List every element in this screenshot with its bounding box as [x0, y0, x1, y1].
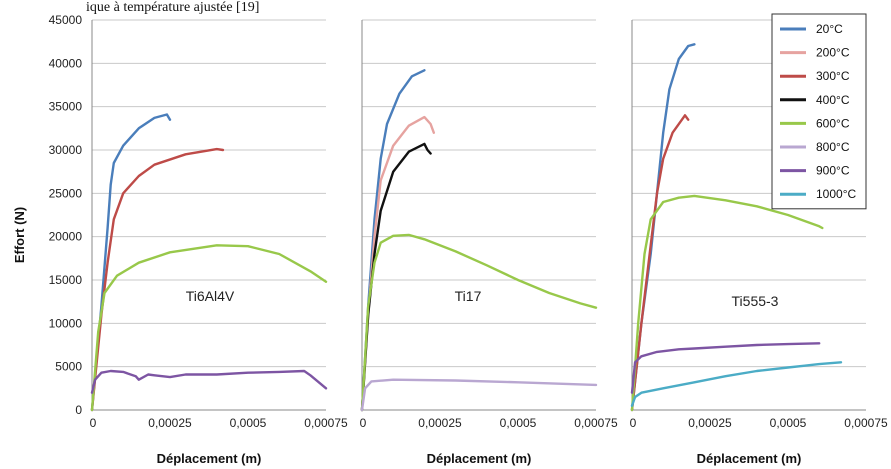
y-tick-label: 15000 [49, 273, 83, 287]
y-tick-label: 20000 [49, 230, 83, 244]
header-fragment: ique à température ajustée [19] [86, 0, 259, 15]
x-tick-label: 0 [630, 416, 637, 430]
legend-label: 200°C [816, 46, 850, 60]
panel-label: Ti6Al4V [186, 288, 235, 304]
series-line [90, 369, 328, 394]
panel-0: 0 5000 10000 15000 20000 25000 30000 35000 40000… [49, 13, 348, 466]
series-line [90, 244, 328, 412]
legend-label: 800°C [816, 140, 850, 154]
series-line [360, 233, 598, 412]
legend-label: 20°C [816, 22, 843, 36]
x-tick-label: 0,00075 [304, 416, 348, 430]
legend-label: 900°C [816, 164, 850, 178]
legend-label: 600°C [816, 116, 850, 130]
panel-label: Ti17 [455, 288, 482, 304]
x-tick-label: 0 [90, 416, 97, 430]
series-line [630, 361, 843, 407]
y-tick-label: 35000 [49, 100, 83, 114]
series-line [630, 194, 824, 412]
legend: 20°C 200°C 300°C 400°C 600°C 800°C 900°C 1000°C [771, 13, 867, 210]
y-tick-label: 40000 [49, 56, 83, 70]
y-tick-label: 0 [75, 403, 82, 417]
legend-label: 400°C [816, 93, 850, 107]
x-axis-label: Déplacement (m) [427, 451, 532, 466]
chart-panels: 0 5000 10000 15000 20000 25000 30000 35000 40000… [49, 13, 888, 466]
x-axis-label: Déplacement (m) [697, 451, 802, 466]
x-tick-label: 0,0005 [230, 416, 267, 430]
series-line [630, 342, 821, 394]
panel-1: 0 0,00025 0,0005 0,00075 Déplacement (m) Ti17 [360, 19, 618, 466]
legend-box [771, 13, 867, 210]
x-tick-label: 0,00025 [148, 416, 192, 430]
legend-label: 1000°C [816, 187, 856, 201]
panel-label: Ti555-3 [732, 293, 779, 309]
y-tick-label: 5000 [55, 360, 82, 374]
x-tick-label: 0,0005 [770, 416, 807, 430]
y-tick-label: 45000 [49, 13, 83, 27]
series-line [90, 147, 225, 412]
legend-label: 300°C [816, 69, 850, 83]
series-line [360, 378, 598, 412]
series-line [90, 113, 172, 412]
x-tick-label: 0,0005 [500, 416, 537, 430]
x-tick-label: 0,00075 [574, 416, 618, 430]
x-axis-label: Déplacement (m) [157, 451, 262, 466]
y-tick-label: 10000 [49, 316, 83, 330]
x-tick-label: 0 [360, 416, 367, 430]
x-tick-label: 0,00025 [418, 416, 462, 430]
y-tick-label: 25000 [49, 186, 83, 200]
x-tick-label: 0,00075 [844, 416, 888, 430]
y-axis-label: Effort (N) [12, 207, 27, 263]
x-tick-label: 0,00025 [688, 416, 732, 430]
series-line [630, 114, 690, 412]
y-tick-label: 30000 [49, 143, 83, 157]
